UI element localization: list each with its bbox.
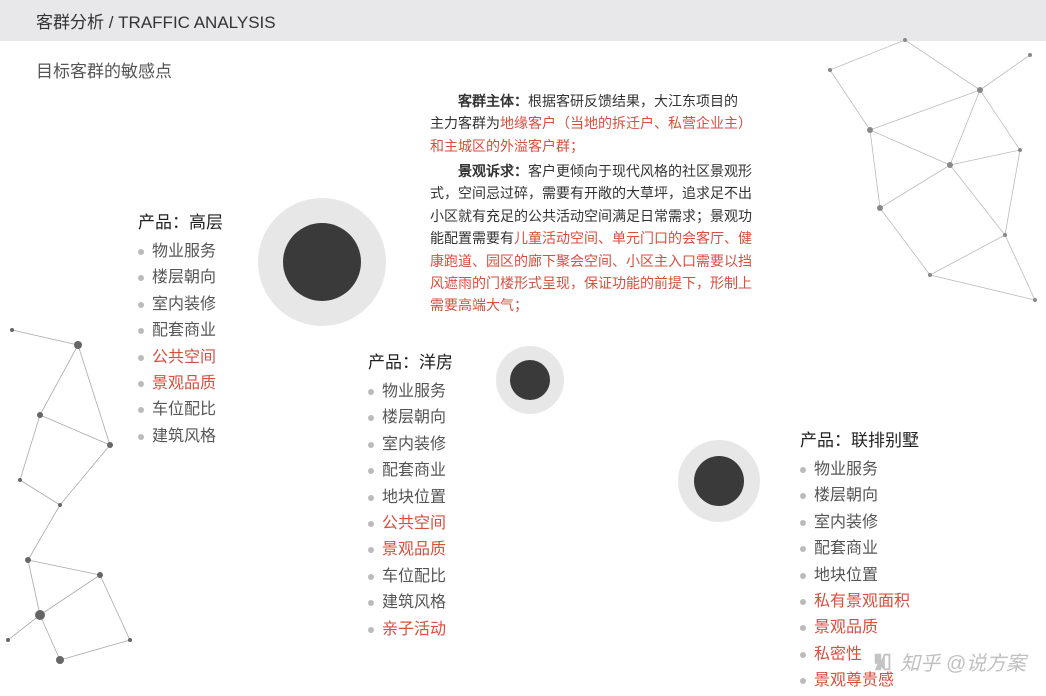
product-item: 楼层朝向 [138, 265, 223, 291]
product-item: 室内装修 [800, 510, 919, 536]
subtitle: 目标客群的敏感点 [0, 41, 1046, 86]
product-title: 产品：高层 [138, 208, 223, 233]
product-item: 配套商业 [368, 458, 453, 484]
product-list: 物业服务楼层朝向室内装修配套商业地块位置公共空间景观品质车位配比建筑风格亲子活动 [368, 379, 453, 643]
circle-core-2 [694, 456, 744, 506]
product-item: 物业服务 [138, 239, 223, 265]
product-title: 产品：洋房 [368, 348, 453, 373]
watermark: 知乎 @说方案 [872, 647, 1026, 676]
zhihu-icon [872, 651, 894, 673]
product-item: 景观品质 [800, 615, 919, 641]
product-item: 配套商业 [138, 318, 223, 344]
product-item: 物业服务 [368, 379, 453, 405]
product-item: 物业服务 [800, 457, 919, 483]
product-item: 建筑风格 [138, 424, 223, 450]
paragraph-customer-main: 客群主体：根据客研反馈结果，大江东项目的主力客群为地缘客户（当地的拆迁户、私营企… [430, 90, 750, 157]
product-item: 地块位置 [368, 485, 453, 511]
product-block-0: 产品：高层物业服务楼层朝向室内装修配套商业公共空间景观品质车位配比建筑风格 [138, 208, 223, 450]
circle-core-0 [283, 223, 361, 301]
paragraph-landscape-demand: 景观诉求：客户更倾向于现代风格的社区景观形式，空间忌过碎，需要有开敞的大草坪，追… [430, 160, 760, 317]
product-item: 车位配比 [138, 397, 223, 423]
product-item: 配套商业 [800, 536, 919, 562]
product-item: 室内装修 [368, 432, 453, 458]
circle-core-1 [510, 360, 550, 400]
product-item: 地块位置 [800, 563, 919, 589]
product-item: 楼层朝向 [368, 405, 453, 431]
header-bar: 客群分析 / TRAFFIC ANALYSIS [0, 0, 1046, 41]
page-title: 客群分析 / TRAFFIC ANALYSIS [36, 13, 276, 32]
product-title: 产品：联排别墅 [800, 426, 919, 451]
product-item: 公共空间 [138, 345, 223, 371]
product-item: 建筑风格 [368, 590, 453, 616]
product-item: 车位配比 [368, 564, 453, 590]
product-item: 私有景观面积 [800, 589, 919, 615]
product-item: 景观品质 [138, 371, 223, 397]
product-item: 公共空间 [368, 511, 453, 537]
product-item: 景观品质 [368, 537, 453, 563]
product-item: 亲子活动 [368, 617, 453, 643]
product-list: 物业服务楼层朝向室内装修配套商业公共空间景观品质车位配比建筑风格 [138, 239, 223, 450]
watermark-text: 知乎 @说方案 [900, 647, 1026, 676]
product-block-1: 产品：洋房物业服务楼层朝向室内装修配套商业地块位置公共空间景观品质车位配比建筑风… [368, 348, 453, 643]
product-item: 室内装修 [138, 292, 223, 318]
product-item: 楼层朝向 [800, 483, 919, 509]
